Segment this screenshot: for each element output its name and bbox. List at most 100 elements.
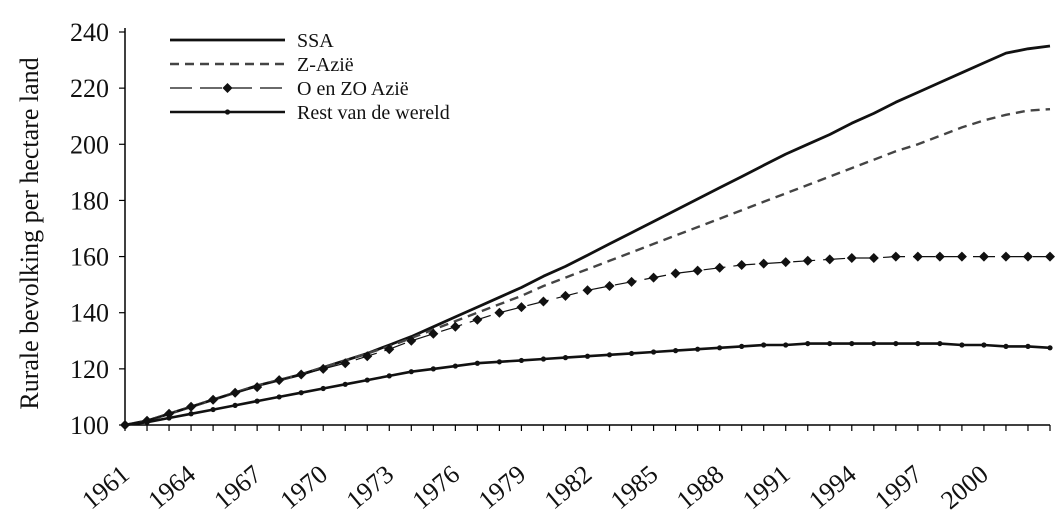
- data-point-rest-van-de-wereld: [122, 422, 128, 428]
- data-point-o-en-zo-azi: [670, 268, 681, 279]
- y-tick-label: 240: [70, 18, 109, 47]
- data-point-o-en-zo-azi: [516, 302, 527, 313]
- data-point-rest-van-de-wereld: [166, 415, 172, 421]
- data-point-rest-van-de-wereld: [540, 356, 547, 362]
- data-point-o-en-zo-azi: [252, 382, 263, 393]
- data-point-rest-van-de-wereld: [430, 366, 436, 372]
- data-point-rest-van-de-wereld: [474, 360, 480, 366]
- data-point-rest-van-de-wereld: [981, 342, 987, 348]
- data-point-o-en-zo-azi: [318, 363, 329, 374]
- data-point-rest-van-de-wereld: [805, 340, 811, 347]
- data-point-rest-van-de-wereld: [628, 350, 635, 357]
- data-point-o-en-zo-azi: [648, 272, 659, 283]
- data-point-o-en-zo-azi: [824, 254, 835, 265]
- x-tick-label: 1982: [539, 459, 597, 515]
- axes: 100 120 140 160 180 200 220 240 1961 1964 1967 1970…: [70, 18, 1051, 515]
- data-point-rest-van-de-wereld: [717, 345, 723, 351]
- data-point-o-en-zo-azi: [736, 259, 747, 270]
- data-point-rest-van-de-wereld: [496, 359, 503, 365]
- data-point-o-en-zo-azi: [934, 251, 945, 262]
- data-point-rest-van-de-wereld: [893, 340, 899, 347]
- data-point-rest-van-de-wereld: [276, 394, 282, 400]
- data-point-o-en-zo-azi: [186, 401, 197, 412]
- data-point-o-en-zo-azi: [890, 251, 901, 262]
- data-point-o-en-zo-azi: [846, 252, 857, 263]
- data-point-o-en-zo-azi: [912, 251, 923, 262]
- data-point-rest-van-de-wereld: [518, 357, 525, 364]
- data-point-rest-van-de-wereld: [959, 342, 965, 348]
- data-point-rest-van-de-wereld: [695, 346, 701, 352]
- data-point-o-en-zo-azi: [362, 351, 373, 362]
- x-tick-label: 1973: [341, 459, 399, 515]
- x-tick-label: 1997: [869, 459, 927, 515]
- legend-marker-o-en-zo-azi: [222, 83, 233, 93]
- x-tick-label: 1988: [671, 459, 729, 515]
- x-tick-label: 2000: [935, 459, 993, 515]
- data-point-rest-van-de-wereld: [342, 381, 348, 387]
- data-point-o-en-zo-azi: [692, 265, 703, 276]
- data-point-rest-van-de-wereld: [584, 353, 591, 359]
- data-point-o-en-zo-azi: [582, 285, 593, 296]
- data-point-o-en-zo-azi: [978, 251, 989, 262]
- x-tick-label: 1970: [275, 459, 333, 515]
- x-tick-label: 1961: [76, 459, 134, 515]
- y-tick-label: 160: [70, 243, 109, 272]
- y-tick-label: 120: [70, 355, 109, 384]
- y-tick-label: 180: [70, 186, 109, 215]
- data-point-o-en-zo-azi: [956, 251, 967, 262]
- data-point-rest-van-de-wereld: [386, 373, 392, 379]
- legend-label-o-en-zo-azi: O en ZO Azië: [297, 78, 409, 100]
- data-point-o-en-zo-azi: [428, 328, 439, 339]
- x-tick-label: 1964: [142, 459, 200, 515]
- data-point-o-en-zo-azi: [626, 276, 637, 287]
- x-tick-label: 1991: [737, 459, 795, 515]
- x-tick-label: 1979: [473, 459, 531, 515]
- data-point-rest-van-de-wereld: [408, 369, 414, 375]
- data-point-rest-van-de-wereld: [232, 402, 238, 408]
- legend-label-rest-van-de-wereld: Rest van de wereld: [297, 102, 450, 124]
- data-point-rest-van-de-wereld: [650, 349, 657, 355]
- data-point-rest-van-de-wereld: [915, 340, 921, 347]
- data-point-rest-van-de-wereld: [452, 363, 458, 369]
- data-point-o-en-zo-azi: [1045, 251, 1055, 262]
- y-axis-title: Rurale bevolking per hectare land: [15, 57, 44, 409]
- x-tick-label: 1976: [407, 459, 465, 515]
- data-point-rest-van-de-wereld: [606, 352, 613, 358]
- data-point-rest-van-de-wereld: [562, 355, 569, 361]
- legend-marker-rest-van-de-wereld: [224, 109, 231, 115]
- y-tick-label: 100: [70, 411, 109, 440]
- data-point-o-en-zo-azi: [296, 369, 307, 380]
- legend-label-z-azi: Z-Azië: [297, 54, 354, 76]
- data-point-rest-van-de-wereld: [1025, 343, 1031, 349]
- data-point-rest-van-de-wereld: [1003, 343, 1009, 349]
- data-point-o-en-zo-azi: [868, 252, 879, 263]
- data-point-o-en-zo-azi: [450, 321, 461, 332]
- data-point-o-en-zo-azi: [340, 358, 351, 369]
- data-point-o-en-zo-azi: [560, 290, 571, 301]
- data-point-o-en-zo-azi: [472, 314, 483, 325]
- data-point-rest-van-de-wereld: [298, 390, 304, 396]
- data-point-o-en-zo-azi: [208, 394, 219, 405]
- x-tick-label: 1967: [209, 459, 267, 515]
- data-point-rest-van-de-wereld: [1047, 345, 1053, 351]
- series-line-z-azi: [124, 108, 1051, 427]
- series-line-ssa: [124, 44, 1051, 427]
- legend-label-ssa: SSA: [297, 30, 334, 52]
- data-point-rest-van-de-wereld: [188, 411, 194, 417]
- data-point-rest-van-de-wereld: [210, 406, 216, 413]
- data-point-o-en-zo-azi: [714, 262, 725, 273]
- x-tick-label: 1994: [803, 459, 861, 515]
- data-point-o-en-zo-azi: [274, 375, 285, 386]
- data-point-o-en-zo-azi: [604, 281, 615, 292]
- series-layer: [120, 44, 1055, 430]
- data-point-o-en-zo-azi: [494, 307, 505, 318]
- data-point-rest-van-de-wereld: [672, 348, 679, 354]
- data-point-rest-van-de-wereld: [364, 377, 370, 383]
- data-point-rest-van-de-wereld: [871, 340, 877, 347]
- data-point-rest-van-de-wereld: [849, 340, 855, 347]
- data-point-o-en-zo-azi: [1000, 251, 1011, 262]
- data-point-rest-van-de-wereld: [320, 385, 326, 392]
